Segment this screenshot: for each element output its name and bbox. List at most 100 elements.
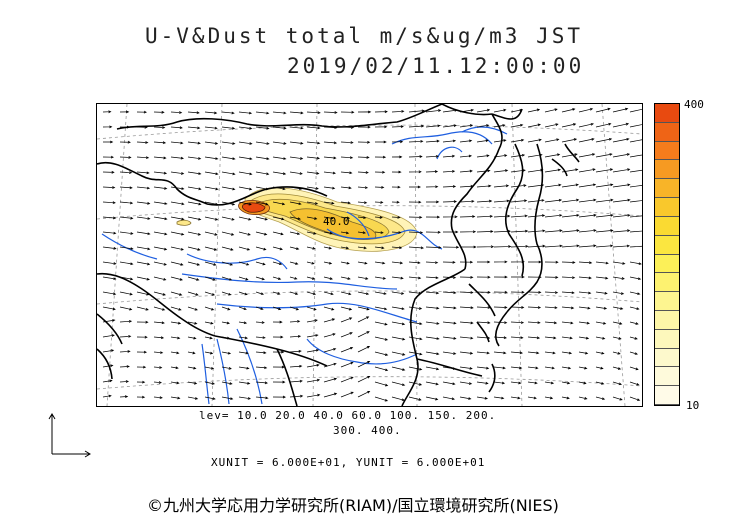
wind-vector <box>136 156 150 160</box>
wind-vector <box>272 111 287 115</box>
wind-vector <box>289 246 300 250</box>
wind-vector <box>238 291 248 296</box>
wind-vector <box>510 244 529 248</box>
wind-vector <box>493 139 507 143</box>
map-panel: 40.0 <box>96 103 643 407</box>
wind-vector <box>323 392 338 398</box>
wind-vector <box>527 123 541 128</box>
wind-vector <box>527 229 546 233</box>
wind-vector <box>323 171 336 175</box>
coastlines <box>97 104 580 406</box>
wind-vector <box>289 216 301 221</box>
wind-vector <box>629 366 639 371</box>
wind-vector <box>578 198 597 203</box>
wind-vector <box>612 276 625 280</box>
wind-vector <box>595 336 606 340</box>
wind-vector <box>289 126 304 130</box>
wind-vector <box>102 216 117 220</box>
wind-vector <box>527 366 539 370</box>
wind-vector <box>527 244 546 248</box>
wind-vector <box>119 395 129 399</box>
wind-vector <box>136 365 147 369</box>
wind-vector <box>612 396 623 401</box>
wind-vector <box>357 390 371 398</box>
wind-vector-field <box>102 107 642 402</box>
wind-vector <box>408 276 422 280</box>
colorbar <box>654 103 680 406</box>
wind-vector <box>408 215 423 219</box>
wind-vector <box>340 156 354 160</box>
wind-vector <box>561 183 579 188</box>
wind-vector <box>187 126 201 130</box>
wind-vector <box>357 276 369 280</box>
wind-vector <box>289 394 304 398</box>
wind-vector <box>255 396 269 400</box>
wind-vector <box>459 260 474 264</box>
wind-vector <box>238 381 251 385</box>
wind-vector <box>476 124 490 128</box>
wind-vector <box>459 351 474 355</box>
colorbar-swatch <box>655 179 679 199</box>
wind-vector <box>187 276 200 281</box>
wind-vector <box>204 276 216 281</box>
wind-vector <box>323 231 333 235</box>
wind-vector <box>510 321 525 324</box>
wind-vector <box>306 126 321 130</box>
wind-vector <box>476 275 491 279</box>
wind-vector <box>425 154 439 158</box>
wind-vector <box>340 376 354 383</box>
wind-vector <box>374 336 389 341</box>
wind-vector <box>459 381 473 385</box>
wind-vector <box>595 261 609 265</box>
wind-vector <box>340 361 354 368</box>
wind-vector <box>595 351 605 355</box>
wind-vector <box>595 381 605 385</box>
wind-vector <box>578 183 597 188</box>
wind-vector <box>561 138 578 143</box>
wind-vector <box>119 306 133 311</box>
wind-vector <box>493 199 510 203</box>
wind-vector <box>612 336 622 340</box>
wind-vector <box>306 334 319 338</box>
wind-vector <box>374 351 389 356</box>
wind-vector <box>153 351 164 355</box>
wind-vector <box>459 366 473 370</box>
wind-vector <box>408 291 422 295</box>
wind-vector <box>578 244 597 248</box>
wind-vector <box>119 350 131 353</box>
wind-vector <box>527 275 542 279</box>
wind-vector <box>306 171 320 175</box>
wind-vector <box>340 125 355 129</box>
colorbar-max-label: 400 <box>684 98 704 111</box>
wind-vector <box>170 231 185 236</box>
graticule <box>97 104 642 406</box>
wind-vector <box>187 231 202 236</box>
wind-vector <box>408 231 424 234</box>
wind-vector <box>272 291 281 295</box>
wind-vector <box>510 123 524 128</box>
wind-vector <box>391 306 405 311</box>
wind-vector <box>425 276 439 280</box>
wind-vector <box>578 366 588 370</box>
wind-vector <box>595 321 607 325</box>
wind-vector <box>510 138 525 143</box>
wind-vector <box>425 185 439 189</box>
wind-vector <box>578 336 590 340</box>
wind-vector <box>221 321 230 325</box>
wind-vector <box>408 200 422 204</box>
wind-vector <box>442 200 457 204</box>
wind-vector <box>306 201 319 205</box>
wind-vector <box>323 216 334 220</box>
wind-vector <box>578 396 588 400</box>
wind-vector <box>255 306 264 310</box>
wind-vector <box>493 336 507 340</box>
wind-vector <box>595 213 614 218</box>
wind-vector <box>459 230 477 234</box>
wind-vector <box>527 381 538 385</box>
wind-vector <box>510 214 528 218</box>
wind-vector <box>221 141 236 145</box>
wind-vector <box>255 231 268 236</box>
wind-vector <box>153 306 166 311</box>
wind-vector <box>153 246 168 251</box>
map-canvas: 40.0 <box>97 104 642 406</box>
